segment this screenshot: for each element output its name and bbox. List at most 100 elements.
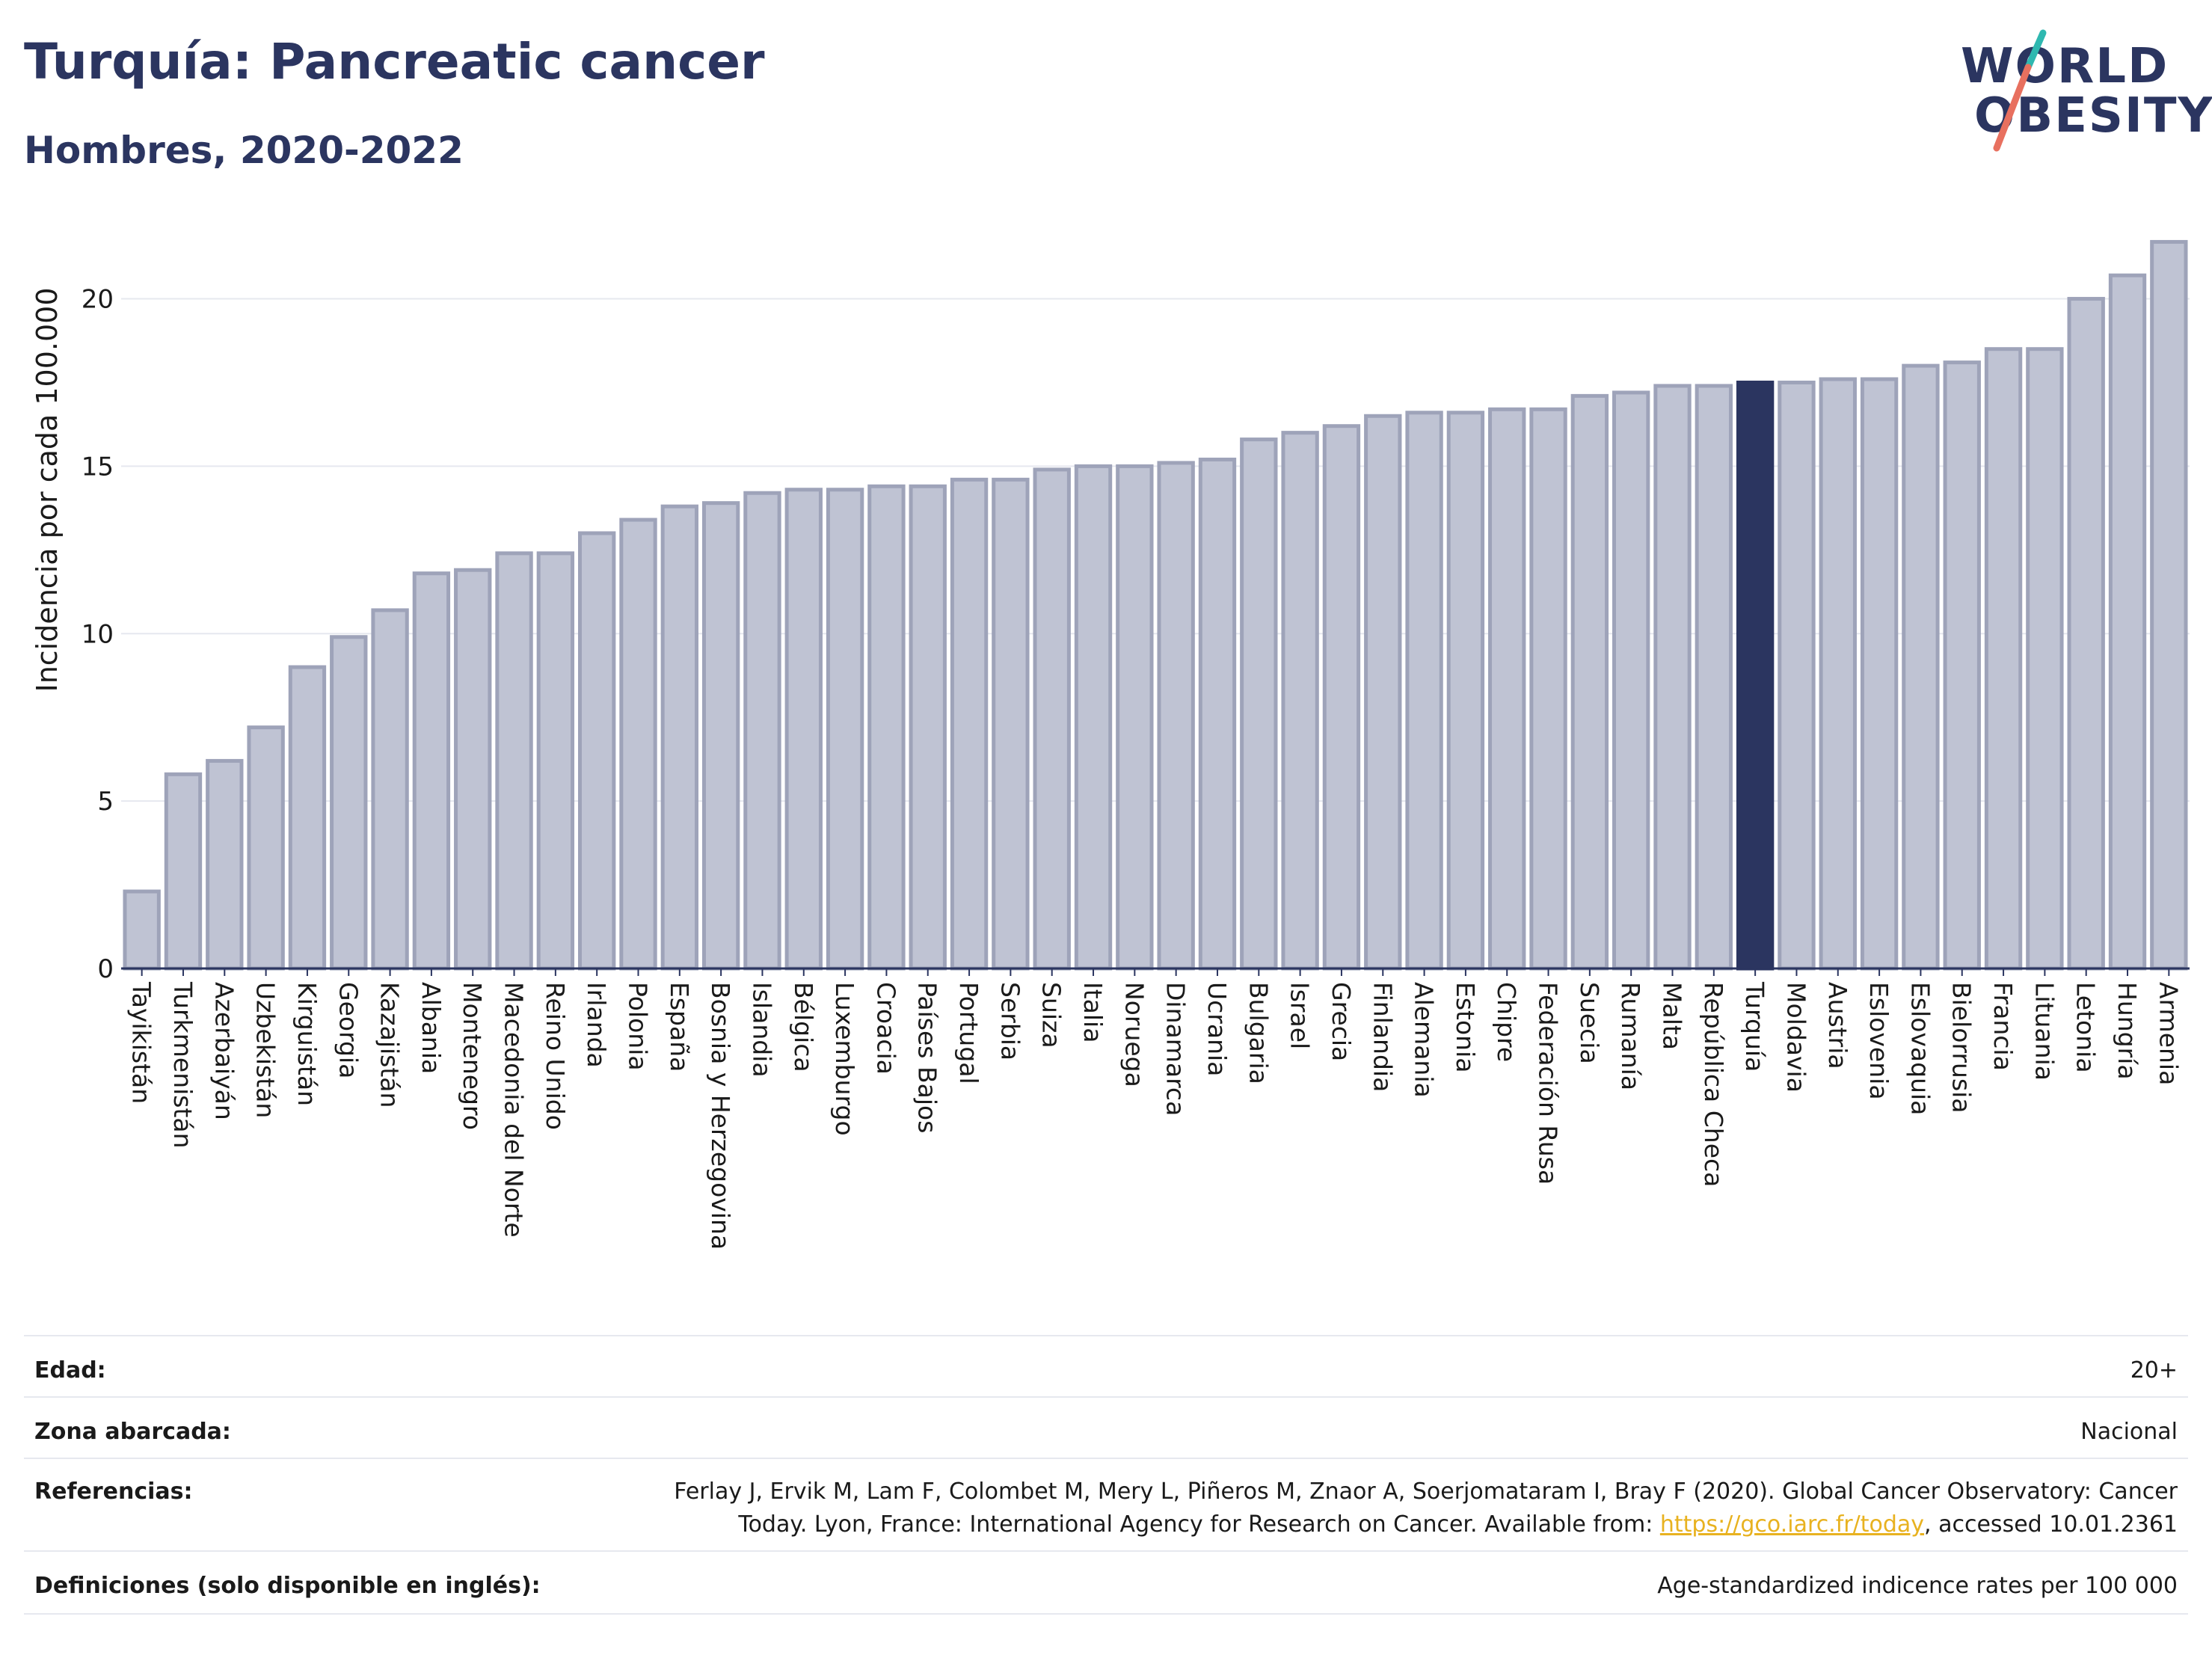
- bar-irlanda: [577, 531, 616, 971]
- world-obesity-logo: WORLD OBESITY: [1944, 22, 2212, 157]
- info-value: 20+: [2130, 1357, 2178, 1384]
- bar-italia: [1074, 464, 1113, 971]
- x-tick-label: Noruega: [1119, 982, 1149, 1087]
- y-tick-label: 15: [82, 452, 114, 482]
- bar-albania: [412, 571, 451, 971]
- x-tick-label: Austria: [1823, 982, 1852, 1069]
- x-tick-label: Israel: [1285, 982, 1315, 1049]
- bar-alemania: [1405, 411, 1443, 971]
- x-tick-label: Bulgaria: [1244, 982, 1273, 1084]
- bar-uzbekistán: [247, 725, 285, 971]
- x-tick-label: Eslovaquia: [1905, 982, 1935, 1115]
- bar-turkmenistán: [164, 772, 203, 971]
- x-tick-label: Islandia: [747, 982, 776, 1078]
- x-tick-label: República Checa: [1699, 982, 1728, 1187]
- x-tick-label: Uzbekistán: [251, 982, 280, 1118]
- bar-luxemburgo: [826, 488, 864, 971]
- x-tick-label: Alemania: [1410, 982, 1439, 1098]
- x-tick-label: Suecia: [1575, 982, 1604, 1064]
- page-subtitle: Hombres, 2020-2022: [24, 129, 464, 172]
- x-tick-label: Estonia: [1451, 982, 1480, 1072]
- x-tick-label: Irlanda: [582, 982, 611, 1068]
- bar-tayikistán: [123, 889, 161, 971]
- bar-rumanía: [1612, 390, 1650, 971]
- y-tick-label: 10: [82, 619, 114, 649]
- bar-estonia: [1446, 411, 1485, 971]
- bar-kirguistán: [288, 665, 327, 971]
- bar-bosnia-y-herzegovina: [701, 501, 740, 971]
- bar-montenegro: [454, 568, 492, 971]
- info-label: Zona abarcada:: [34, 1419, 231, 1445]
- info-value: Nacional: [2080, 1419, 2178, 1445]
- bar-españa: [660, 504, 699, 971]
- x-tick-label: Albania: [417, 982, 446, 1074]
- x-tick-label: Kazajistán: [375, 982, 405, 1108]
- x-tick-label: Chipre: [1492, 982, 1521, 1062]
- info-value: Age-standardized indicence rates per 100…: [1657, 1573, 2178, 1599]
- bar-hungría: [2108, 273, 2147, 971]
- info-row-age: Edad: 20+: [24, 1335, 2188, 1398]
- page-title: Turquía: Pancreatic cancer: [24, 33, 765, 90]
- x-tick-label: Eslovenia: [1864, 982, 1893, 1100]
- x-tick-label: Suiza: [1037, 982, 1066, 1048]
- tick-labels: 0 5 10 15 20 Tayikistán Turkmenistán Azerbaiyán…: [82, 285, 2184, 1250]
- bar-dinamarca: [1157, 461, 1195, 971]
- bar-suiza: [1033, 467, 1071, 971]
- x-tick-label: Países Bajos: [913, 982, 942, 1133]
- bar-chart: 0 5 10 15 20 Tayikistán Turkmenistán Azerbaiyán…: [31, 239, 2190, 1250]
- bar-austria: [1819, 377, 1857, 971]
- x-tick-label: Grecia: [1327, 982, 1356, 1061]
- x-tick-label: Lituania: [2030, 982, 2059, 1081]
- bar-suecia: [1570, 393, 1609, 971]
- y-axis-label: Incidencia por cada 100.000: [31, 287, 64, 692]
- bar-chipre: [1488, 407, 1526, 971]
- info-value-line2: Today. Lyon, France: International Agenc…: [738, 1511, 2178, 1538]
- x-tick-label: Finlandia: [1368, 982, 1397, 1092]
- bar-letonia: [2067, 297, 2105, 971]
- x-tick-label: Francia: [1988, 982, 2018, 1071]
- info-value-text: Today. Lyon, France: International Agenc…: [738, 1511, 1660, 1538]
- x-tick-label: Montenegro: [458, 982, 487, 1130]
- reference-link[interactable]: https://gco.iarc.fr/today: [1659, 1511, 1925, 1538]
- x-tick-label: Bélgica: [789, 982, 818, 1072]
- x-tick-label: Serbia: [995, 982, 1024, 1060]
- x-tick-label: Croacia: [871, 982, 900, 1075]
- x-tick-label: Reino Unido: [541, 982, 570, 1130]
- x-tick-label: Bielorrusia: [1947, 982, 1976, 1114]
- info-label: Referencias:: [34, 1479, 193, 1505]
- x-tick-label: Moldavia: [1781, 982, 1810, 1093]
- bar-países-bajos: [909, 484, 947, 971]
- bar-malta: [1653, 384, 1692, 971]
- bar-eslovaquia: [1902, 363, 1940, 971]
- bar-francia: [1984, 347, 2023, 971]
- bar-islandia: [743, 491, 781, 971]
- bar-kazajistán: [371, 608, 409, 971]
- bar-macedonia-del-norte: [495, 551, 533, 971]
- y-tick-label: 20: [82, 285, 114, 315]
- bar-serbia: [992, 477, 1030, 971]
- x-tick-label: Luxemburgo: [830, 982, 859, 1136]
- x-tick-label: Letonia: [2071, 982, 2101, 1073]
- bar-portugal: [950, 477, 989, 971]
- x-tick-label: Azerbaiyán: [209, 982, 239, 1120]
- bar-bulgaria: [1240, 437, 1278, 971]
- info-row-definitions: Definiciones (solo disponible en inglés)…: [24, 1550, 2188, 1615]
- bar-lituania: [2026, 347, 2064, 971]
- x-tick-label: Dinamarca: [1161, 982, 1191, 1116]
- x-tick-label: Hungría: [2113, 982, 2142, 1080]
- bar-federación-rusa: [1529, 407, 1567, 971]
- x-tick-label: España: [665, 982, 694, 1072]
- bar-bélgica: [784, 488, 823, 971]
- x-tick-label: Turkmenistán: [168, 981, 197, 1149]
- logo-slash-icon: [1993, 29, 2047, 152]
- x-tick-label: Ucrania: [1202, 982, 1232, 1076]
- x-tick-label: Bosnia y Herzegovina: [706, 982, 735, 1250]
- info-label: Edad:: [34, 1357, 106, 1384]
- x-tick-label: Turquía: [1740, 981, 1769, 1072]
- bars: [123, 239, 2188, 971]
- x-tick-label: Italia: [1078, 982, 1107, 1043]
- x-tick-label: Tayikistán: [127, 981, 156, 1104]
- bar-polonia: [619, 518, 657, 971]
- info-label: Definiciones (solo disponible en inglés)…: [34, 1573, 541, 1599]
- x-tick-label: Portugal: [954, 982, 983, 1084]
